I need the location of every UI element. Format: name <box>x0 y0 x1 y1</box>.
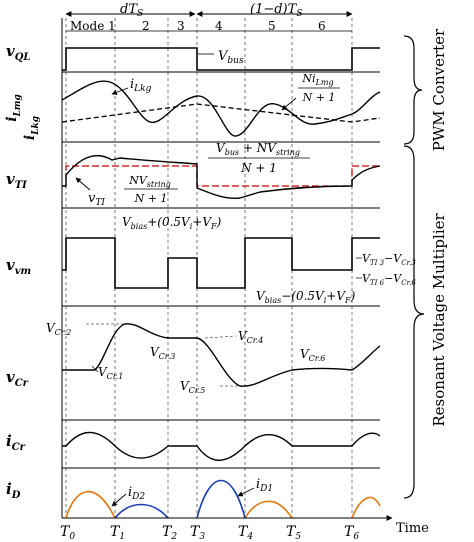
vvm-trace <box>62 237 380 289</box>
ilmg-trace <box>61 103 381 123</box>
vti-trace <box>62 155 381 200</box>
nv-frac-den: N + 1 <box>134 192 168 205</box>
vbus-frac-num: Vbus + NVstring <box>216 141 300 157</box>
time-ticks: T0 T1 T2 T3 T4 T5 T6 <box>60 524 359 542</box>
vql-trace <box>62 47 380 71</box>
svg-text:iLkg: iLkg <box>22 116 41 140</box>
ilmg-arrow <box>281 97 297 111</box>
tick-t4: T4 <box>238 524 253 542</box>
id1-label: iD1 <box>256 477 273 494</box>
id2-arrow <box>111 493 127 507</box>
rvm-label: Resonant Voltage Multiplier <box>430 213 448 427</box>
svg-text:Resonant Voltage Multiplier: Resonant Voltage Multiplier <box>430 213 448 427</box>
id2-trace <box>65 490 381 519</box>
vti-annotation: vTI <box>88 191 105 208</box>
id1-trace <box>114 479 246 519</box>
tick-t2: T2 <box>162 524 177 542</box>
ilkg-trace <box>61 80 381 137</box>
id2-label: iD2 <box>128 485 145 502</box>
mode-1-label: Mode 1 <box>70 19 116 33</box>
vcr4-leader <box>204 335 237 339</box>
vbus-frac-den: N + 1 <box>240 161 277 175</box>
mode-6-label: 6 <box>318 19 326 33</box>
ilmg-frac-den: N + 1 <box>302 91 336 104</box>
tick-t3: T3 <box>190 524 205 542</box>
row-label-ilmg: iLmg <box>4 94 23 121</box>
vcr2-label: VCr.2 <box>46 321 71 337</box>
svg-text:PWM Converter: PWM Converter <box>430 28 448 151</box>
time-axis-label: Time <box>396 521 429 536</box>
rvm-bracket <box>403 145 425 499</box>
time-guides <box>65 18 353 518</box>
id1-arrow <box>237 487 255 497</box>
pwm-bracket <box>403 35 423 145</box>
mode-5-label: 5 <box>268 19 276 33</box>
mode-2-label: 2 <box>142 19 150 33</box>
tick-t1: T1 <box>110 524 125 542</box>
icr-trace <box>62 431 381 461</box>
row-label-icr: iCr <box>6 432 26 453</box>
row-label-vvm: vvm <box>6 256 31 277</box>
tick-t6: T6 <box>344 524 359 542</box>
pwm-label: PWM Converter <box>430 28 448 151</box>
vcr6-label: VCr.6 <box>300 347 325 363</box>
vti-ntrace <box>62 165 380 187</box>
vcr1-leader <box>91 365 99 373</box>
vcr1-label: VCr.1 <box>98 365 123 381</box>
svg-text:iLmg: iLmg <box>4 94 23 121</box>
tick-t0: T0 <box>60 524 75 542</box>
one-minus-d-label: (1−d)TS <box>250 2 302 19</box>
vti3-vcr3-label: VTI 3−VCr.3 <box>362 252 416 267</box>
vti6-vcr6-label: VTI 6−VCr.6 <box>362 272 416 287</box>
vcr3-label: VCr.3 <box>150 345 175 361</box>
vbias-plus-label: Vbias+(0.5Vi+VF) <box>122 215 222 231</box>
row-label-id: iD <box>6 480 21 501</box>
ilmg-frac-num: NiLmg <box>301 72 333 87</box>
row-label-ilkg: iLkg <box>22 116 41 140</box>
vcr4-label: VCr.4 <box>238 329 263 345</box>
dts-label: dTS <box>120 2 143 19</box>
row-label-vql: vQL <box>6 42 30 63</box>
row-label-vti: vTI <box>6 170 27 191</box>
mode-3-label: 3 <box>177 19 185 33</box>
vbias-minus-label: Vbias−(0.5Vi+VF) <box>256 289 356 305</box>
row-label-vcr: vCr <box>6 368 29 389</box>
vcr5-label: VCr.5 <box>180 379 205 395</box>
vbus-label: Vbus <box>218 49 244 66</box>
mode-4-label: 4 <box>215 19 223 33</box>
ilkg-arrow <box>111 87 129 95</box>
vcr-trace <box>62 323 381 387</box>
vti-arrow <box>75 177 91 191</box>
tick-t5: T5 <box>286 524 301 542</box>
ilkg-annotation: iLkg <box>130 77 152 94</box>
header-dimensions <box>65 11 353 32</box>
nv-frac-num: NVstring <box>128 174 171 189</box>
